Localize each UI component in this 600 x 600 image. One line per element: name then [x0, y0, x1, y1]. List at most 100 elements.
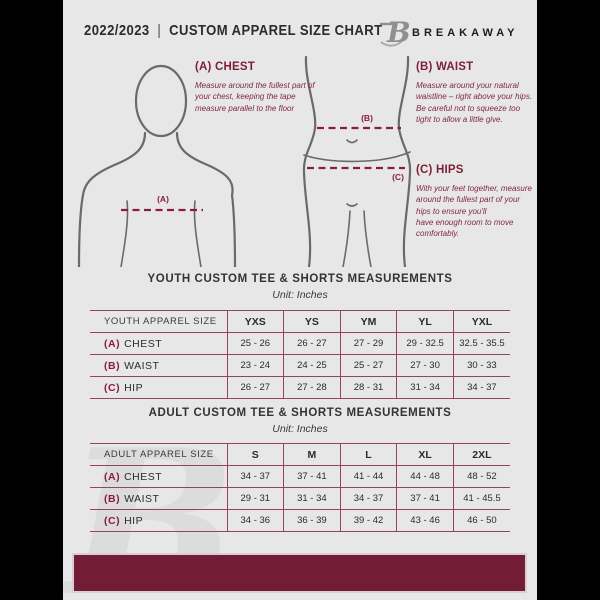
- youth-hip-row: (C) HIP 26 - 27 27 - 28 28 - 31 31 - 34 3…: [90, 376, 510, 399]
- waist-marker-label: (B): [361, 113, 373, 123]
- youth-table-title: YOUTH CUSTOM TEE & SHORTS MEASUREMENTS: [147, 273, 453, 285]
- brand-name: BREAKAWAY: [412, 27, 519, 39]
- row-name: CHEST: [124, 470, 163, 483]
- waist-instruction-text: Measure around your natural waistline – …: [416, 81, 533, 125]
- cell-value: 34 - 37: [452, 376, 510, 399]
- left-inner-leg-line: [342, 210, 351, 267]
- youth-size-column-header: YOUTH APPAREL SIZE: [90, 310, 227, 333]
- waist-instruction-block: (B) WAIST Measure around your natural wa…: [416, 61, 536, 125]
- adult-table-title: ADULT CUSTOM TEE & SHORTS MEASUREMENTS: [148, 407, 452, 419]
- page-title: 2022/2023 | CUSTOM APPAREL SIZE CHART: [84, 22, 383, 39]
- youth-table-unit: Unit: Inches: [272, 289, 328, 301]
- adult-header-row: ADULT APPAREL SIZE S M L XL 2XL: [90, 443, 510, 466]
- row-label-hip: (C) HIP: [90, 509, 227, 532]
- cell-value: 26 - 27: [226, 376, 284, 399]
- cell-value: 27 - 29: [339, 332, 397, 355]
- cell-value: 41 - 44: [339, 465, 397, 488]
- chest-instruction-text: Measure around the fullest part of your …: [195, 81, 315, 113]
- youth-header-row: YOUTH APPAREL SIZE YXS YS YM YL YXL: [90, 310, 510, 333]
- head-outline: [134, 64, 188, 138]
- chest-instruction-block: (A) CHEST Measure around the fullest par…: [195, 61, 315, 114]
- column-header-ym: YM: [339, 310, 397, 333]
- hips-instruction-text: With your feet together, measure around …: [416, 184, 532, 239]
- right-inner-leg-line: [363, 210, 372, 267]
- adult-size-column-header: ADULT APPAREL SIZE: [90, 443, 227, 466]
- cell-value: 27 - 30: [396, 354, 454, 377]
- crotch-mark: [346, 203, 358, 207]
- adult-chest-row: (A) CHEST 34 - 37 37 - 41 41 - 44 44 - 48…: [90, 465, 510, 488]
- row-prefix: (C): [104, 381, 121, 394]
- youth-size-table: YOUTH APPAREL SIZE YXS YS YM YL YXL (A) C…: [90, 310, 510, 399]
- row-label-chest: (A) CHEST: [90, 465, 227, 488]
- column-header-yxl: YXL: [452, 310, 510, 333]
- adult-table-unit: Unit: Inches: [272, 423, 328, 435]
- left-body-outline: [302, 55, 317, 267]
- column-header-xl: XL: [396, 443, 454, 466]
- year-label: 2022/2023: [84, 22, 150, 39]
- cell-value: 29 - 32.5: [396, 332, 454, 355]
- adult-size-table: ADULT APPAREL SIZE S M L XL 2XL (A) CHEST…: [90, 443, 510, 532]
- cell-value: 44 - 48: [396, 465, 454, 488]
- cell-value: 24 - 25: [283, 354, 341, 377]
- row-prefix: (B): [104, 359, 121, 372]
- hips-heading: (C) HIPS: [416, 164, 464, 176]
- column-header-2xl: 2XL: [452, 443, 510, 466]
- cell-value: 31 - 34: [396, 376, 454, 399]
- navel-mark: [346, 139, 358, 144]
- cell-value: 29 - 31: [226, 487, 284, 510]
- breakaway-logo-icon: B: [380, 16, 410, 49]
- cell-value: 27 - 28: [283, 376, 341, 399]
- footer-bar: [72, 553, 527, 593]
- chart-title: CUSTOM APPAREL SIZE CHART: [169, 22, 383, 39]
- cell-value: 34 - 37: [226, 465, 284, 488]
- row-label-waist: (B) WAIST: [90, 354, 227, 377]
- row-name: CHEST: [124, 337, 163, 350]
- cell-value: 25 - 26: [226, 332, 284, 355]
- column-header-yxs: YXS: [226, 310, 284, 333]
- waist-heading: (B) WAIST: [416, 61, 474, 73]
- cell-value: 31 - 34: [283, 487, 341, 510]
- row-label-waist: (B) WAIST: [90, 487, 227, 510]
- row-name: HIP: [124, 514, 144, 527]
- cell-value: 43 - 46: [396, 509, 454, 532]
- cell-value: 36 - 39: [283, 509, 341, 532]
- hips-instruction-block: (C) HIPS With your feet together, measur…: [416, 164, 536, 240]
- column-header-ys: YS: [283, 310, 341, 333]
- upper-body-figure: (A): [77, 64, 237, 267]
- cell-value: 25 - 27: [339, 354, 397, 377]
- cell-value: 41 - 45.5: [452, 487, 510, 510]
- right-inner-arm-line: [193, 200, 202, 267]
- adult-waist-row: (B) WAIST 29 - 31 31 - 34 34 - 37 37 - 41…: [90, 487, 510, 510]
- cell-value: 37 - 41: [396, 487, 454, 510]
- cell-value: 30 - 33: [452, 354, 510, 377]
- logo-letter: B: [386, 16, 410, 49]
- cell-value: 34 - 37: [339, 487, 397, 510]
- left-inner-arm-line: [120, 200, 129, 267]
- row-prefix: (A): [104, 470, 121, 483]
- cell-value: 46 - 50: [452, 509, 510, 532]
- row-name: WAIST: [124, 492, 160, 505]
- cell-value: 34 - 36: [226, 509, 284, 532]
- left-shoulder-arm-outline: [77, 131, 147, 267]
- row-label-chest: (A) CHEST: [90, 332, 227, 355]
- right-body-outline: [397, 55, 412, 267]
- adult-hip-row: (C) HIP 34 - 36 36 - 39 39 - 42 43 - 46 4…: [90, 509, 510, 532]
- cell-value: 32.5 - 35.5: [452, 332, 510, 355]
- hip-band-curve: [303, 151, 411, 163]
- row-prefix: (C): [104, 514, 121, 527]
- logo-swash: [380, 40, 403, 47]
- right-shoulder-arm-outline: [175, 131, 237, 267]
- cell-value: 39 - 42: [339, 509, 397, 532]
- column-header-s: S: [226, 443, 284, 466]
- chest-heading: (A) CHEST: [195, 61, 255, 73]
- column-header-l: L: [339, 443, 397, 466]
- column-header-m: M: [283, 443, 341, 466]
- cell-value: 48 - 52: [452, 465, 510, 488]
- cell-value: 37 - 41: [283, 465, 341, 488]
- youth-chest-row: (A) CHEST 25 - 26 26 - 27 27 - 29 29 - 32…: [90, 332, 510, 355]
- title-divider: |: [157, 22, 162, 39]
- cell-value: 26 - 27: [283, 332, 341, 355]
- row-prefix: (B): [104, 492, 121, 505]
- column-header-yl: YL: [396, 310, 454, 333]
